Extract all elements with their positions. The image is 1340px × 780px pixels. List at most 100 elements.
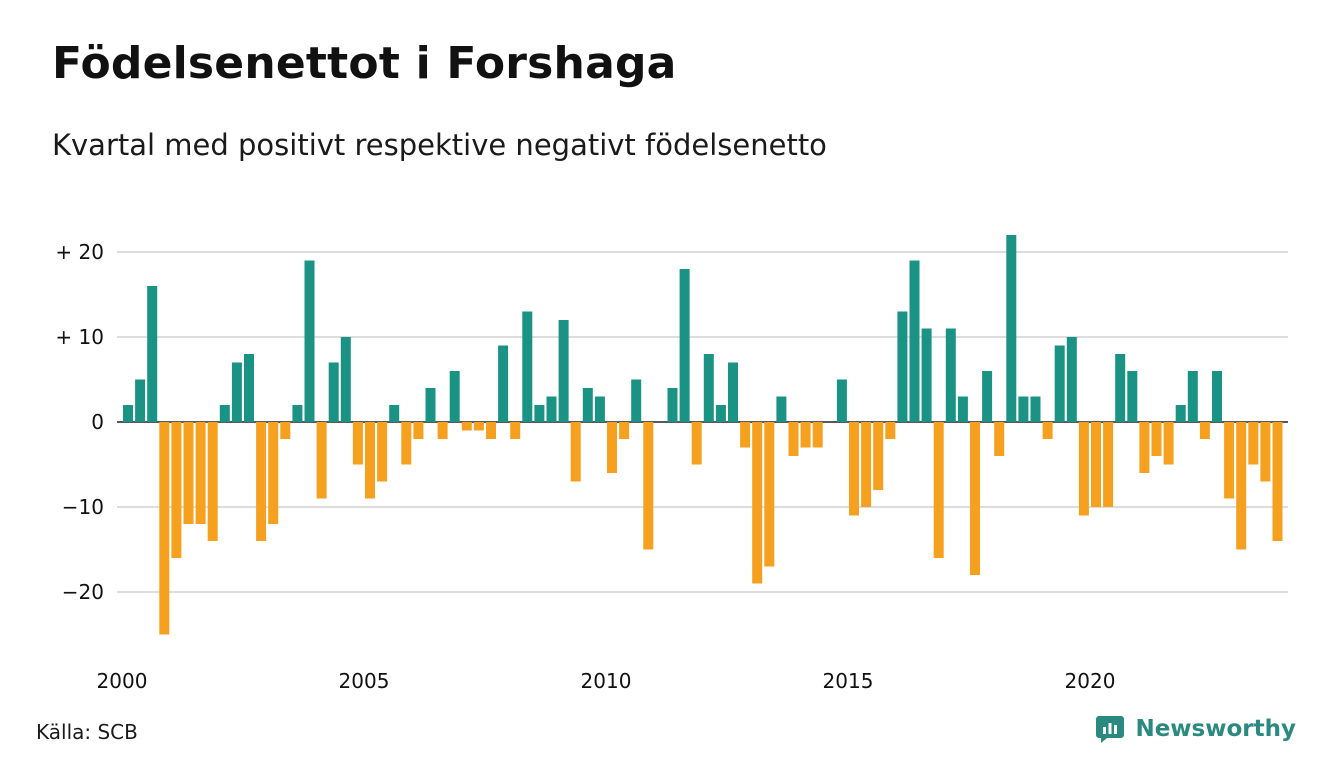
bar-2010Q3 bbox=[631, 379, 642, 422]
bar-2020Q3 bbox=[1115, 354, 1126, 422]
bar-2001Q1 bbox=[171, 422, 182, 558]
bar-2005Q2 bbox=[377, 422, 388, 482]
bar-2018Q2 bbox=[1006, 235, 1017, 422]
x-tick-label: 2000 bbox=[97, 669, 148, 693]
bar-2003Q1 bbox=[268, 422, 279, 524]
bar-2020Q2 bbox=[1103, 422, 1114, 507]
bar-2013Q2 bbox=[764, 422, 775, 567]
bar-2004Q1 bbox=[316, 422, 327, 499]
bar-2012Q4 bbox=[740, 422, 751, 448]
bar-2009Q2 bbox=[570, 422, 581, 482]
bar-2010Q4 bbox=[643, 422, 654, 550]
bar-2019Q1 bbox=[1042, 422, 1053, 439]
x-tick-label: 2005 bbox=[339, 669, 390, 693]
bar-2003Q3 bbox=[292, 405, 303, 422]
bar-2001Q3 bbox=[195, 422, 206, 524]
bar-2014Q2 bbox=[812, 422, 823, 448]
bar-2001Q4 bbox=[207, 422, 218, 541]
bar-2017Q4 bbox=[982, 371, 993, 422]
bar-2015Q2 bbox=[861, 422, 872, 507]
bar-2000Q3 bbox=[147, 286, 158, 422]
newsworthy-logo-icon bbox=[1096, 716, 1125, 743]
bar-2017Q2 bbox=[957, 396, 968, 422]
bar-2010Q1 bbox=[607, 422, 617, 473]
source-note: Källa: SCB bbox=[36, 720, 138, 744]
y-axis-ticks: + 20 + 10 0 −10 −20 bbox=[55, 240, 104, 604]
bar-2009Q4 bbox=[594, 396, 605, 422]
bar-2006Q2 bbox=[425, 388, 436, 422]
y-tick-label: −20 bbox=[62, 580, 104, 604]
bar-2004Q3 bbox=[340, 337, 351, 422]
bar-2010Q2 bbox=[619, 422, 630, 439]
bar-2015Q3 bbox=[873, 422, 884, 490]
bar-2002Q3 bbox=[244, 354, 254, 422]
x-tick-label: 2020 bbox=[1065, 669, 1116, 693]
bar-2007Q1 bbox=[461, 422, 472, 431]
bar-2009Q1 bbox=[558, 320, 569, 422]
bar-2018Q3 bbox=[1018, 396, 1029, 422]
bar-2017Q3 bbox=[970, 422, 980, 575]
bar-2012Q1 bbox=[703, 354, 714, 422]
bar-2022Q2 bbox=[1199, 422, 1210, 439]
bar-2008Q3 bbox=[534, 405, 545, 422]
bar-2004Q4 bbox=[352, 422, 363, 465]
bar-2014Q4 bbox=[836, 379, 847, 422]
bar-2007Q3 bbox=[486, 422, 496, 439]
brand-label: Newsworthy bbox=[1135, 716, 1296, 742]
bar-2005Q3 bbox=[389, 405, 400, 422]
bar-chart: + 20 + 10 0 −10 −20 2000 2005 2010 2015 2020 bbox=[55, 235, 1288, 693]
bar-2013Q1 bbox=[752, 422, 763, 584]
bar-2023Q1 bbox=[1236, 422, 1247, 550]
bar-2015Q4 bbox=[885, 422, 896, 439]
bar-2019Q2 bbox=[1054, 345, 1065, 422]
bar-2013Q4 bbox=[788, 422, 799, 456]
bar-2017Q1 bbox=[945, 328, 956, 422]
bar-2018Q1 bbox=[994, 422, 1005, 456]
chart-subtitle: Kvartal med positivt respektive negativt… bbox=[52, 128, 827, 162]
bar-2003Q4 bbox=[304, 260, 315, 422]
bar-2008Q2 bbox=[522, 311, 533, 422]
bar-2013Q3 bbox=[776, 396, 787, 422]
bar-2016Q2 bbox=[909, 260, 920, 422]
y-tick-label: 0 bbox=[91, 410, 104, 434]
bar-2019Q4 bbox=[1078, 422, 1089, 516]
bar-2014Q1 bbox=[800, 422, 811, 448]
bar-2003Q2 bbox=[280, 422, 291, 439]
bar-2004Q2 bbox=[328, 362, 339, 422]
x-axis-ticks: 2000 2005 2010 2015 2020 bbox=[97, 669, 1116, 693]
bar-2001Q2 bbox=[183, 422, 194, 524]
bar-2000Q2 bbox=[135, 379, 146, 422]
bar-2002Q1 bbox=[219, 405, 230, 422]
y-tick-label: −10 bbox=[62, 495, 104, 519]
y-tick-label: + 20 bbox=[55, 240, 104, 264]
bar-2018Q4 bbox=[1030, 396, 1041, 422]
bar-2023Q4 bbox=[1272, 422, 1283, 541]
bar-2011Q3 bbox=[679, 269, 690, 422]
bar-2011Q2 bbox=[667, 388, 678, 422]
bar-2006Q4 bbox=[449, 371, 460, 422]
chart-title: Födelsenettot i Forshaga bbox=[52, 38, 677, 89]
bar-2012Q2 bbox=[715, 405, 726, 422]
bar-2021Q3 bbox=[1163, 422, 1174, 465]
bar-2023Q3 bbox=[1260, 422, 1271, 482]
bar-2016Q1 bbox=[897, 311, 908, 422]
bar-2002Q4 bbox=[256, 422, 267, 541]
y-tick-label: + 10 bbox=[55, 325, 104, 349]
bar-2016Q4 bbox=[933, 422, 944, 558]
bar-2005Q4 bbox=[401, 422, 412, 465]
bars bbox=[123, 235, 1283, 635]
bar-2000Q1 bbox=[123, 405, 133, 422]
bar-2023Q2 bbox=[1248, 422, 1259, 465]
bar-2016Q3 bbox=[921, 328, 932, 422]
bar-2000Q4 bbox=[159, 422, 170, 635]
bar-2012Q3 bbox=[728, 362, 738, 422]
bar-2022Q3 bbox=[1212, 371, 1222, 422]
bar-2020Q1 bbox=[1091, 422, 1101, 507]
bar-2002Q2 bbox=[231, 362, 242, 422]
bar-2011Q4 bbox=[691, 422, 702, 465]
bar-2015Q1 bbox=[849, 422, 859, 516]
bar-2006Q1 bbox=[413, 422, 424, 439]
x-tick-label: 2010 bbox=[581, 669, 632, 693]
bar-2006Q3 bbox=[437, 422, 448, 439]
brand-logo: Newsworthy bbox=[1095, 714, 1296, 744]
